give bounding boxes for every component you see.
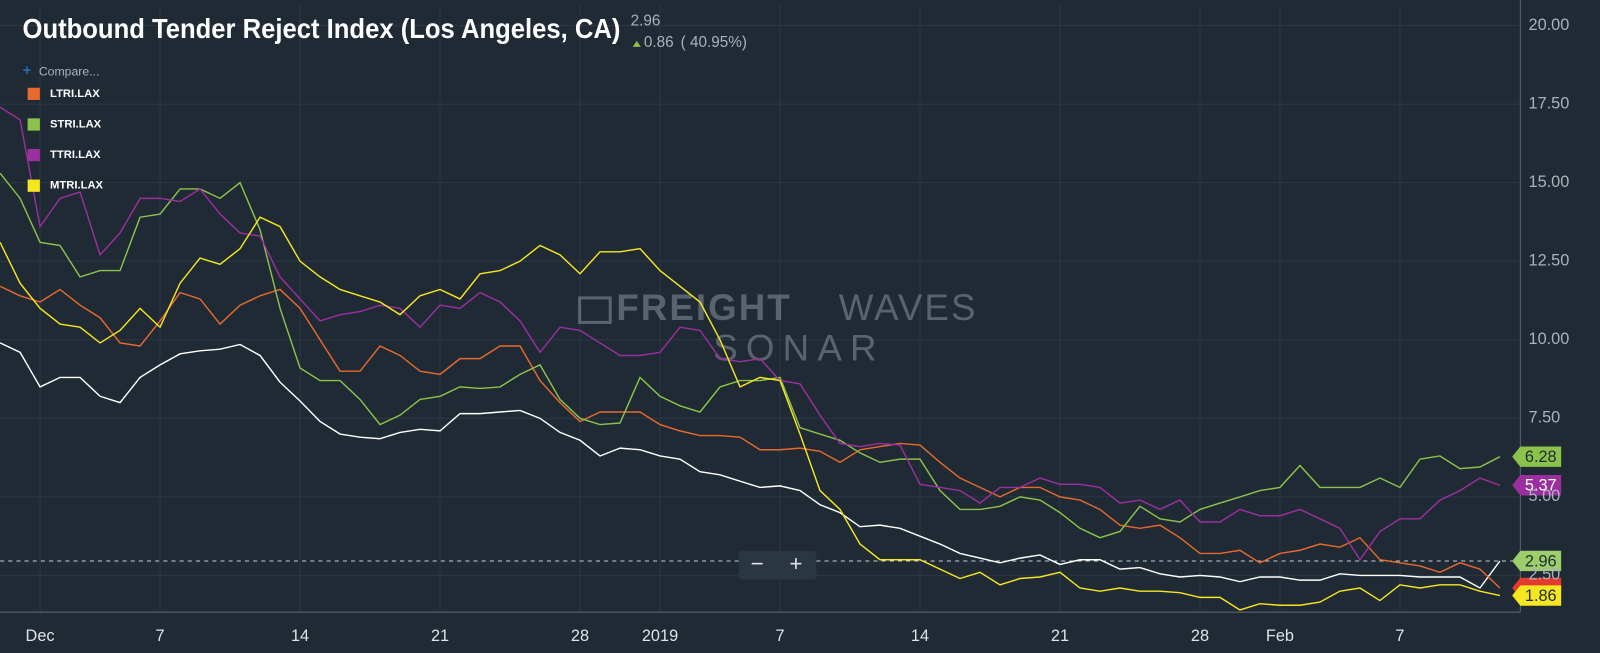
value-tag-label: 2.96 <box>1525 552 1557 570</box>
x-tick-label: 7 <box>156 627 165 645</box>
legend-label: STRI.LAX <box>50 118 102 130</box>
x-tick-label: 14 <box>911 627 929 645</box>
watermark: FREIGHT WAVES SONAR <box>578 287 978 369</box>
legend: LTRI.LAX STRI.LAX TTRI.LAX MTRI.LAX <box>27 87 104 192</box>
y-tick-label: 17.50 <box>1529 94 1570 112</box>
x-tick-label: 2019 <box>642 627 678 645</box>
value-tag <box>1512 550 1562 572</box>
last-value-tags: 2.96 6.28 5.37 1.86 <box>1512 446 1562 606</box>
zoom-out[interactable]: − <box>751 551 764 576</box>
x-tick-label: Feb <box>1266 627 1294 645</box>
legend-swatch <box>27 179 40 192</box>
y-tick-label: 2.50 <box>1529 566 1561 584</box>
change: 0.86 <box>644 34 674 51</box>
value-tag <box>1512 475 1562 496</box>
y-tick-label: 20.00 <box>1529 16 1570 34</box>
value-tag <box>1512 585 1562 606</box>
series-line <box>0 342 1501 589</box>
y-tick-label: 5.00 <box>1529 487 1561 505</box>
zoom-in[interactable]: + <box>789 551 802 576</box>
value-tag-label: 1.86 <box>1525 587 1557 605</box>
last-value: 2.96 <box>631 12 661 29</box>
legend-swatch <box>27 87 40 100</box>
compare-plus[interactable]: + <box>23 62 32 79</box>
series-line <box>0 106 1501 562</box>
change-percent: ( 40.95%) <box>681 34 747 51</box>
compare[interactable]: Compare... <box>39 65 100 79</box>
zoom-panel <box>738 550 817 580</box>
x-tick-label: 7 <box>1395 627 1404 645</box>
legend-swatch <box>27 118 40 131</box>
watermark-bold: FREIGHT <box>616 287 791 328</box>
y-tick-label: 7.50 <box>1529 409 1561 427</box>
y-tick-label: 15.00 <box>1529 173 1570 191</box>
x-tick-label: 28 <box>1191 627 1209 645</box>
zoom-controls: − + <box>738 550 817 580</box>
up-arrow <box>632 40 641 47</box>
watermark-sub: SONAR <box>713 328 884 369</box>
legend-label: MTRI.LAX <box>50 180 103 192</box>
legend-label: TTRI.LAX <box>50 149 101 161</box>
y-tick-label: 10.00 <box>1529 330 1570 348</box>
y-tick-label: 12.50 <box>1529 252 1570 270</box>
series-line <box>0 285 1501 589</box>
x-tick-label: Dec <box>26 627 55 645</box>
lines <box>0 106 1521 611</box>
series-line <box>0 216 1501 611</box>
legend-swatch <box>27 148 40 162</box>
watermark-logo <box>578 296 612 324</box>
watermark-light: WAVES <box>839 287 978 328</box>
x-tick-label: 21 <box>431 627 449 645</box>
x-tick-label: 7 <box>775 627 784 645</box>
legend-label: LTRI.LAX <box>50 88 100 100</box>
value-tag-label: 6.28 <box>1525 448 1557 466</box>
x-tick-label: 21 <box>1051 627 1069 645</box>
x-tick-label: 14 <box>291 627 309 645</box>
value-tag-label: 5.37 <box>1525 477 1557 495</box>
chart-title: Outbound Tender Reject Index (Los Angele… <box>23 13 621 44</box>
series-line <box>0 172 1501 539</box>
x-tick-label: 28 <box>571 627 589 645</box>
value-tag <box>1512 446 1562 467</box>
